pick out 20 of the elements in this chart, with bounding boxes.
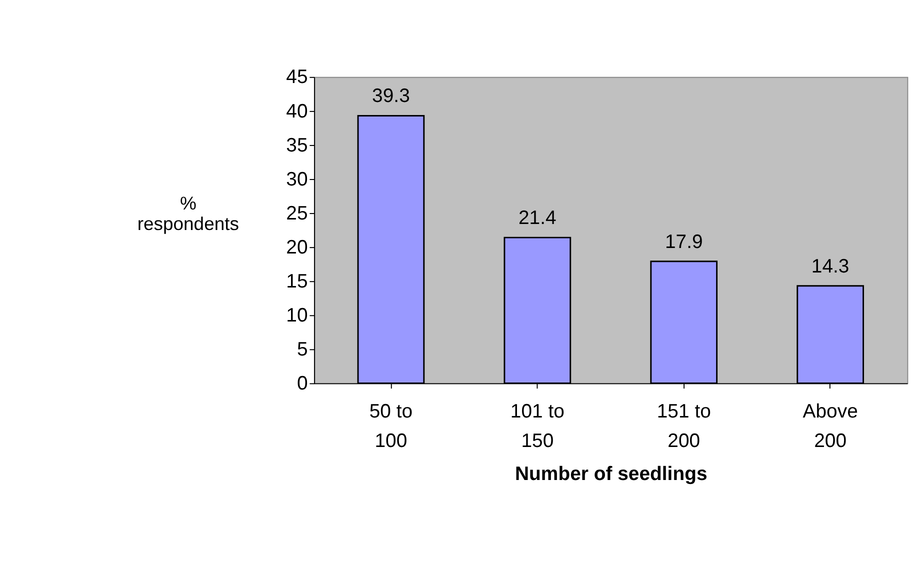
y-tick-label: 10 (286, 304, 308, 326)
y-tick-label: 25 (286, 202, 308, 224)
y-tick-label: 15 (286, 270, 308, 292)
y-tick-label: 5 (296, 338, 308, 360)
y-tick-label: 0 (296, 372, 308, 395)
data-label: 21.4 (518, 206, 557, 229)
y-tick-label: 30 (286, 168, 308, 190)
y-tick-label: 20 (286, 236, 308, 258)
data-label: 14.3 (811, 255, 850, 278)
data-label: 39.3 (372, 85, 410, 108)
x-tick-label: 151 to 200 (656, 400, 711, 452)
x-tick-label: Above 200 (802, 400, 858, 452)
x-tick-label: 50 to 100 (369, 400, 413, 452)
y-tick-label: 40 (286, 100, 308, 122)
data-label: 17.9 (664, 230, 703, 253)
x-tick-label: 101 to 150 (510, 400, 564, 452)
y-axis-title: % respondents (137, 192, 239, 234)
y-tick-label: 45 (286, 66, 308, 88)
x-axis-title: Number of seedlings (515, 462, 708, 485)
y-tick-label: 35 (286, 134, 308, 156)
